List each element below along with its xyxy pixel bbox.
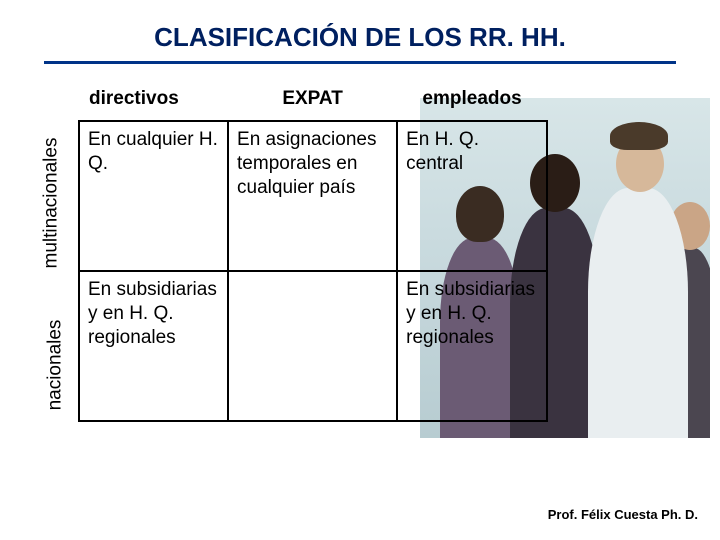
row-label-multinacionales: multinacionales — [40, 138, 62, 269]
cell-nacionales-expat — [228, 271, 397, 421]
photo-person-3-hair — [610, 122, 668, 150]
cell-multinacionales-directivos: En cualquier H. Q. — [79, 121, 228, 271]
photo-person-3 — [588, 188, 688, 438]
photo-person-4 — [658, 248, 710, 438]
table-row: En subsidiarias y en H. Q. regionales En… — [79, 271, 547, 421]
classification-table: directivos EXPAT empleados En cualquier … — [78, 84, 548, 422]
photo-person-4-head — [670, 202, 710, 250]
row-label-nacionales: nacionales — [44, 320, 66, 411]
table-header-row: directivos EXPAT empleados — [79, 84, 547, 121]
table-row: En cualquier H. Q. En asignaciones tempo… — [79, 121, 547, 271]
col-header-directivos: directivos — [79, 84, 228, 121]
cell-nacionales-directivos: En subsidiarias y en H. Q. regionales — [79, 271, 228, 421]
cell-nacionales-empleados: En subsidiarias y en H. Q. regionales — [397, 271, 547, 421]
col-header-expat: EXPAT — [228, 84, 397, 121]
photo-person-3-head — [616, 136, 664, 192]
page-title: CLASIFICACIÓN DE LOS RR. HH. — [0, 0, 720, 53]
content-area: multinacionales nacionales directivos EX… — [78, 84, 548, 422]
col-header-empleados: empleados — [397, 84, 547, 121]
footer-credit: Prof. Félix Cuesta Ph. D. — [548, 507, 698, 522]
cell-multinacionales-empleados: En H. Q. central — [397, 121, 547, 271]
title-divider — [44, 61, 676, 64]
cell-multinacionales-expat: En asignaciones temporales en cualquier … — [228, 121, 397, 271]
